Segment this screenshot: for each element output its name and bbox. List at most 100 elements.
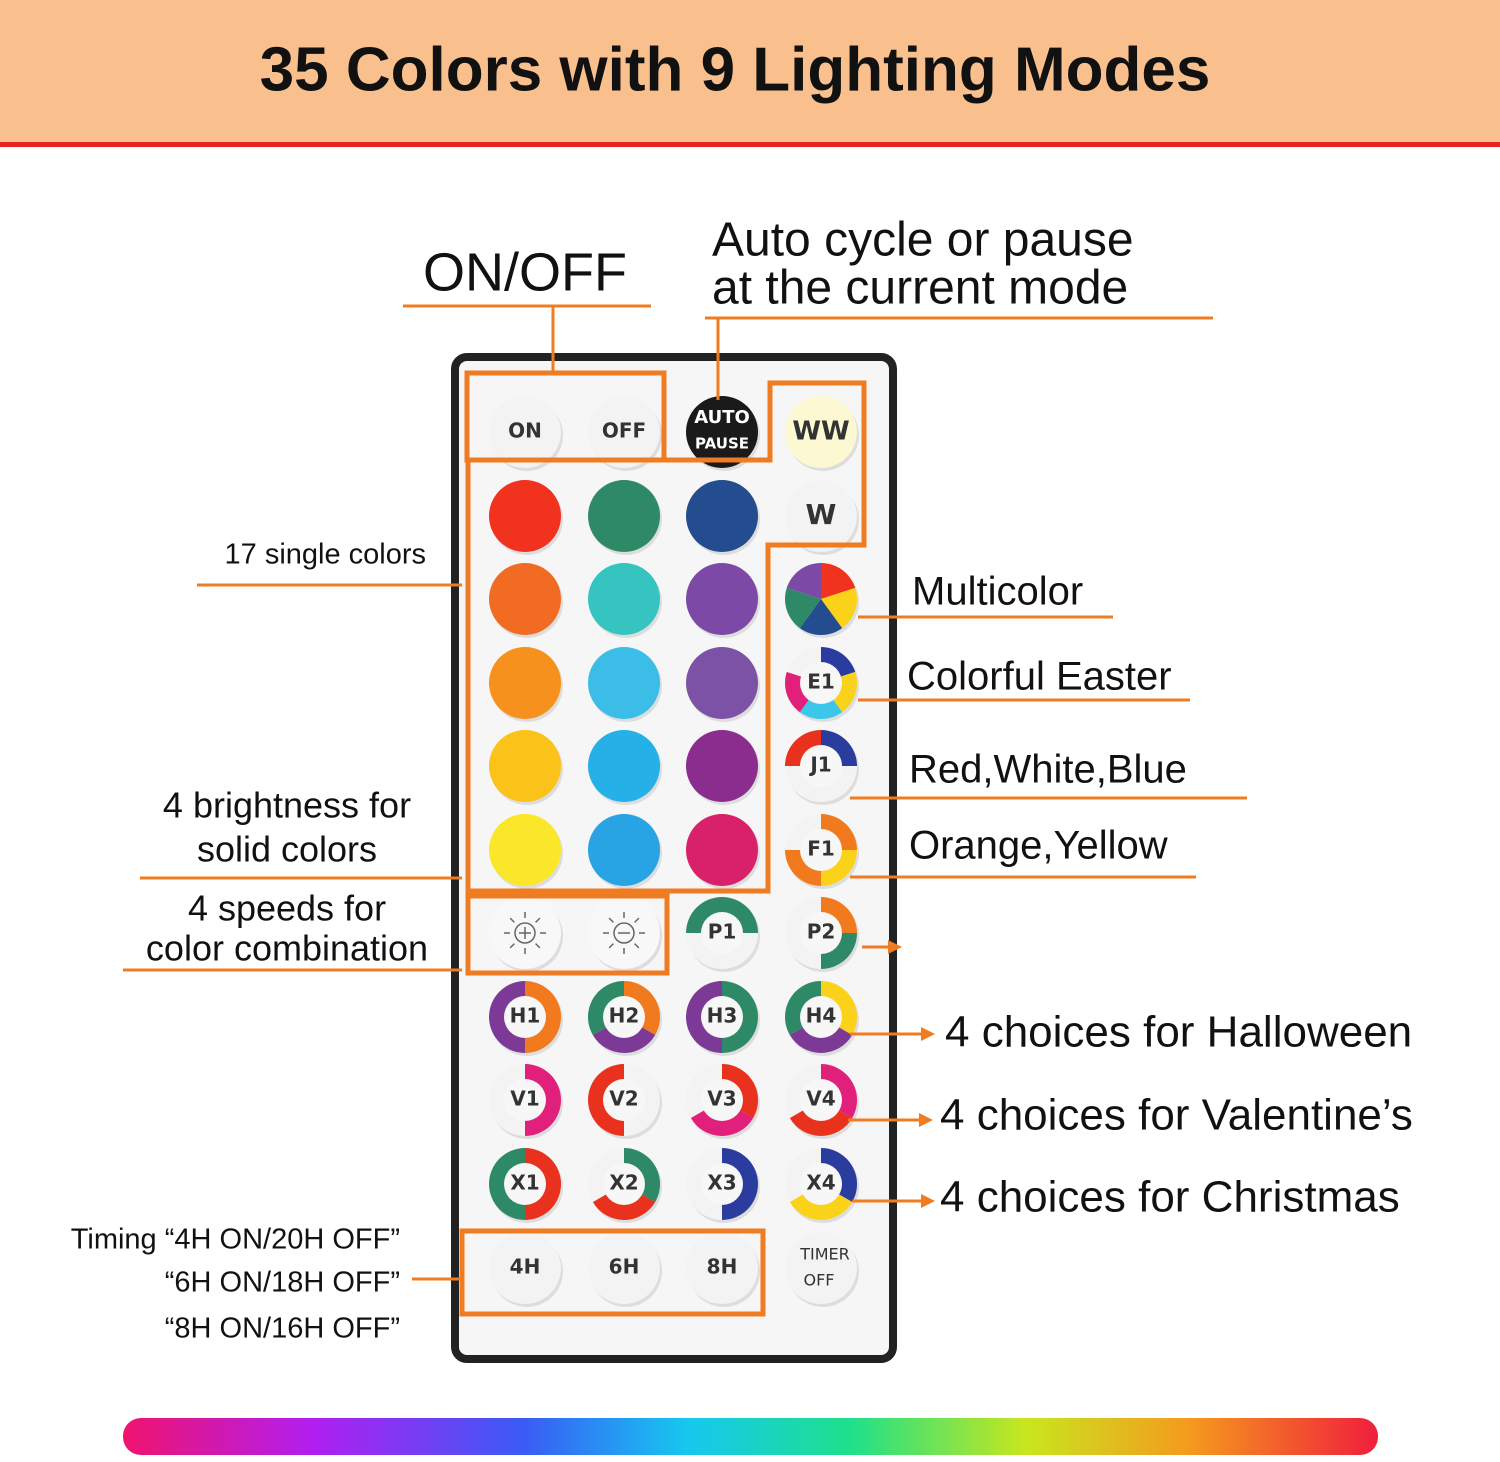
button-segment xyxy=(799,599,843,636)
button-segment xyxy=(821,587,857,629)
button xyxy=(588,396,660,468)
button-center xyxy=(800,912,842,954)
button-center xyxy=(701,996,743,1038)
button-label: PAUSE xyxy=(695,435,749,453)
button-label: TIMER xyxy=(799,1245,850,1264)
callout-box xyxy=(465,380,867,894)
icon xyxy=(613,922,635,944)
button-center xyxy=(800,1079,842,1121)
button-center xyxy=(701,1163,743,1205)
icon xyxy=(514,922,536,944)
button xyxy=(588,1232,660,1304)
button-label: OFF xyxy=(602,419,646,443)
button-label: X2 xyxy=(609,1171,638,1195)
button xyxy=(785,396,857,468)
annotation: Auto cycle or pause xyxy=(712,214,1134,267)
annotation: “8H ON/16H OFF” xyxy=(165,1313,400,1345)
button-center xyxy=(603,1163,645,1205)
annotation: solid colors xyxy=(197,829,377,870)
button xyxy=(489,647,561,719)
annotation: at the current mode xyxy=(712,262,1128,315)
rainbow-bar xyxy=(123,1418,1378,1455)
button xyxy=(588,480,660,552)
button-label: P2 xyxy=(807,920,836,944)
button-center xyxy=(701,1079,743,1121)
button-center xyxy=(800,829,842,871)
arrow-head xyxy=(919,1113,933,1127)
button-segment xyxy=(786,563,821,599)
header-rule xyxy=(0,142,1500,147)
button xyxy=(686,396,758,468)
button-label: ON xyxy=(508,419,542,443)
button-segment xyxy=(821,563,856,599)
button xyxy=(588,814,660,886)
button-center xyxy=(603,996,645,1038)
button xyxy=(686,647,758,719)
button-label: X1 xyxy=(510,1171,539,1195)
button-label: E1 xyxy=(807,670,835,694)
button-label: W xyxy=(806,498,837,531)
button-label: OFF xyxy=(804,1271,835,1290)
button-label: 8H xyxy=(707,1255,738,1279)
annotation: Timing “4H ON/20H OFF” xyxy=(71,1224,400,1256)
button-segment xyxy=(785,587,821,629)
icon xyxy=(634,943,640,949)
arrow-head xyxy=(921,1194,935,1208)
annotation: Multicolor xyxy=(912,570,1083,614)
annotation: Red,White,Blue xyxy=(909,748,1187,792)
button xyxy=(686,480,758,552)
header-band xyxy=(0,0,1500,142)
button-center xyxy=(800,996,842,1038)
annotation: Colorful Easter xyxy=(907,655,1172,699)
button-label: H1 xyxy=(510,1004,541,1028)
button-label: H2 xyxy=(609,1004,640,1028)
icon xyxy=(535,917,541,923)
button-center xyxy=(504,1079,546,1121)
button-label: J1 xyxy=(808,753,831,777)
button-label: V3 xyxy=(707,1087,736,1111)
annotation: 4 speeds for xyxy=(188,888,386,929)
button xyxy=(489,563,561,635)
button-label: AUTO xyxy=(694,407,750,428)
button-center xyxy=(800,1163,842,1205)
button xyxy=(588,730,660,802)
button-label: H4 xyxy=(806,1004,837,1028)
button-label: V4 xyxy=(806,1087,835,1111)
arrows xyxy=(848,940,935,1208)
annotation: 17 single colors xyxy=(225,539,427,571)
button-label: H3 xyxy=(707,1004,738,1028)
button-center xyxy=(603,1079,645,1121)
button xyxy=(686,730,758,802)
button-label: V2 xyxy=(609,1087,638,1111)
button-label: X4 xyxy=(806,1171,835,1195)
callout-box xyxy=(465,893,670,976)
button-label: WW xyxy=(792,417,849,447)
button xyxy=(588,563,660,635)
button-center xyxy=(701,912,743,954)
button xyxy=(489,814,561,886)
button xyxy=(588,647,660,719)
annotation: 4 choices for Valentine’s xyxy=(940,1091,1413,1140)
icon xyxy=(509,943,515,949)
button-center xyxy=(504,1163,546,1205)
button-label: V1 xyxy=(510,1087,539,1111)
annotation: 4 choices for Halloween xyxy=(945,1008,1412,1057)
button xyxy=(686,1232,758,1304)
annotation: color combination xyxy=(146,928,428,969)
button xyxy=(489,730,561,802)
annotation: 4 choices for Christmas xyxy=(940,1173,1400,1222)
annotation: “6H ON/18H OFF” xyxy=(165,1267,400,1299)
arrow-head xyxy=(888,940,902,954)
annotation: Orange,Yellow xyxy=(909,824,1168,868)
button-center xyxy=(504,996,546,1038)
button-label: 6H xyxy=(609,1255,640,1279)
button-label: F1 xyxy=(807,837,835,861)
icon xyxy=(608,943,614,949)
button xyxy=(686,563,758,635)
button-label: X3 xyxy=(707,1171,736,1195)
button-label: P1 xyxy=(708,920,737,944)
button xyxy=(785,1232,857,1304)
callout-box xyxy=(459,1228,766,1317)
